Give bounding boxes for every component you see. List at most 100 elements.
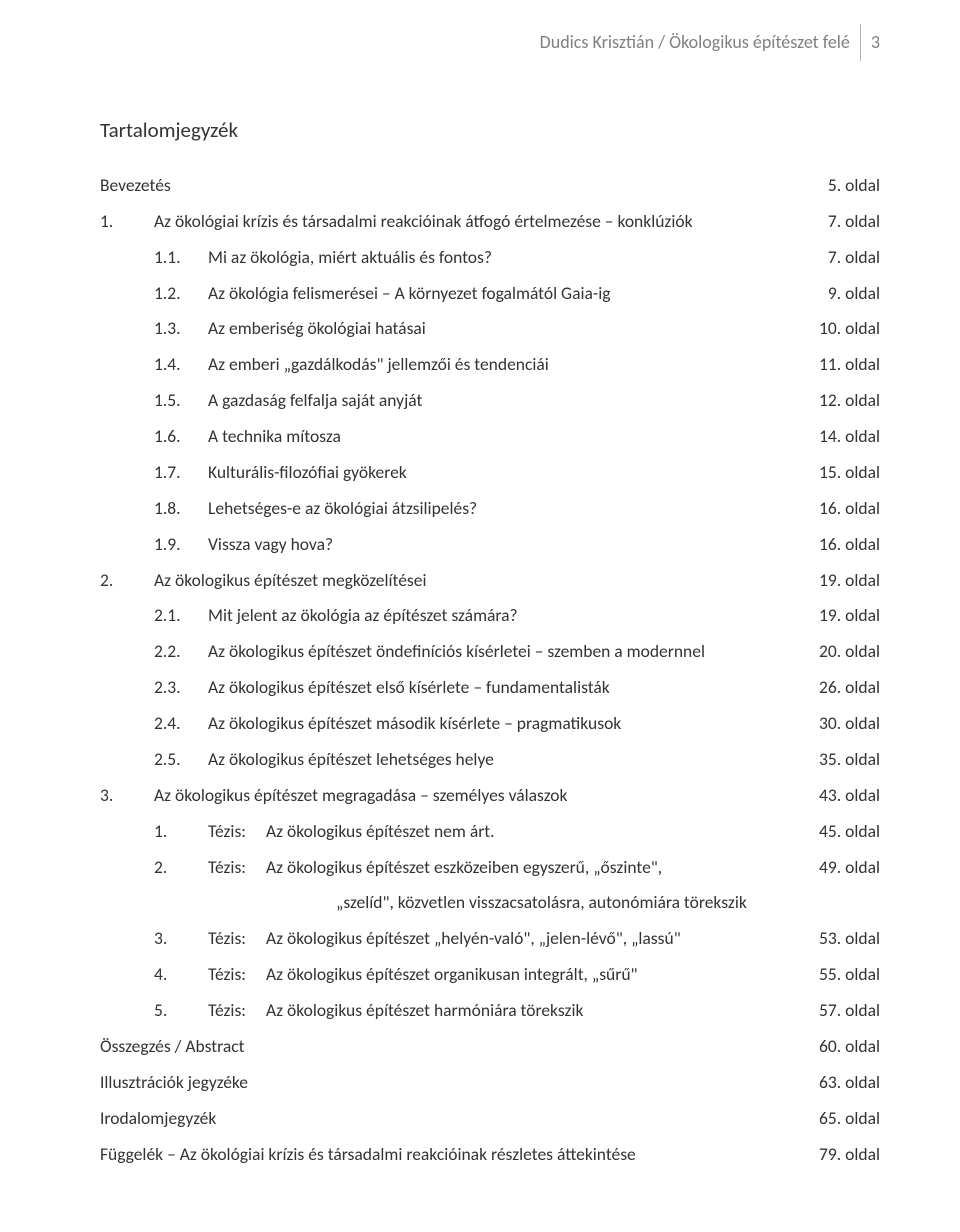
toc-row: 1.9.Vissza vagy hova?16. oldal xyxy=(100,527,880,563)
toc-entry-page: 20. oldal xyxy=(800,634,880,670)
toc-entry-page: 43. oldal xyxy=(800,778,880,814)
toc-entry-number: 1.5. xyxy=(154,383,208,419)
toc-entry-title: A technika mítosza xyxy=(208,419,800,455)
toc-entry-number: 2.5. xyxy=(154,742,208,778)
toc-entry-title: Az ökologikus építészet „helyén-való", „… xyxy=(266,921,800,957)
toc-entry-title: Az ökologikus építészet nem árt. xyxy=(266,814,800,850)
table-of-contents: Bevezetés5. oldal1.Az ökológiai krízis é… xyxy=(100,168,880,1173)
toc-entry-page: 45. oldal xyxy=(800,814,880,850)
toc-entry-title: Mi az ökológia, miért aktuális és fontos… xyxy=(208,240,800,276)
toc-entry-title: Az ökológiai krízis és társadalmi reakci… xyxy=(154,204,800,240)
toc-entry-title: Az ökologikus építészet harmóniára törek… xyxy=(266,993,800,1029)
toc-heading: Tartalomjegyzék xyxy=(100,109,880,152)
toc-entry-number: 3. xyxy=(154,921,208,957)
toc-entry-title: Mit jelent az ökológia az építészet szám… xyxy=(208,598,800,634)
toc-entry-page: 79. oldal xyxy=(800,1137,880,1173)
toc-entry-title: Lehetséges-e az ökológiai átzsilipelés? xyxy=(208,491,800,527)
toc-entry-page: 53. oldal xyxy=(800,921,880,957)
toc-row: 2.5.Az ökologikus építészet lehetséges h… xyxy=(100,742,880,778)
toc-entry-title: Az ökologikus építészet eszközeiben egys… xyxy=(266,850,800,886)
document-page: Dudics Krisztián / Ökologikus építészet … xyxy=(0,0,960,1232)
toc-entry-number: 1. xyxy=(100,204,154,240)
toc-row: 1.Az ökológiai krízis és társadalmi reak… xyxy=(100,204,880,240)
toc-tezis-label: Tézis: xyxy=(208,993,266,1029)
toc-entry-title: Illusztrációk jegyzéke xyxy=(100,1065,800,1101)
toc-entry-number: 2. xyxy=(100,563,154,599)
toc-entry-title: Az ökologikus építészet második kísérlet… xyxy=(208,706,800,742)
toc-entry-number: 2.4. xyxy=(154,706,208,742)
toc-entry-page: 55. oldal xyxy=(800,957,880,993)
toc-entry-number: 1.4. xyxy=(154,347,208,383)
toc-entry-page: 16. oldal xyxy=(800,491,880,527)
toc-row: 1.6.A technika mítosza14. oldal xyxy=(100,419,880,455)
toc-entry-number: 1.8. xyxy=(154,491,208,527)
toc-entry-page: 5. oldal xyxy=(800,168,880,204)
toc-entry-number: 1.2. xyxy=(154,276,208,312)
toc-entry-page: 49. oldal xyxy=(800,850,880,886)
toc-entry-page: 57. oldal xyxy=(800,993,880,1029)
toc-row: 2.4.Az ökologikus építészet második kísé… xyxy=(100,706,880,742)
toc-entry-title: Vissza vagy hova? xyxy=(208,527,800,563)
toc-entry-number: 3. xyxy=(100,778,154,814)
toc-entry-number: 1.1. xyxy=(154,240,208,276)
toc-row: 3.Tézis:Az ökologikus építészet „helyén-… xyxy=(100,921,880,957)
toc-entry-page: 30. oldal xyxy=(800,706,880,742)
toc-entry-page: 7. oldal xyxy=(800,240,880,276)
toc-row: 1.5.A gazdaság felfalja saját anyját12. … xyxy=(100,383,880,419)
toc-row: 2.Az ökologikus építészet megközelítései… xyxy=(100,563,880,599)
toc-entry-number: 1.9. xyxy=(154,527,208,563)
toc-row: 2.Tézis:Az ökologikus építészet eszközei… xyxy=(100,850,880,886)
toc-entry-page: 60. oldal xyxy=(800,1029,880,1065)
toc-entry-title: Az ökologikus építészet megragadása – sz… xyxy=(154,778,800,814)
toc-entry-title: Az emberiség ökológiai hatásai xyxy=(208,311,800,347)
toc-row: Bevezetés5. oldal xyxy=(100,168,880,204)
toc-entry-number: 2. xyxy=(154,850,208,886)
toc-row: 2.3.Az ökologikus építészet első kísérle… xyxy=(100,670,880,706)
toc-entry-title: Függelék – Az ökológiai krízis és társad… xyxy=(100,1137,800,1173)
toc-row: 3.Az ökologikus építészet megragadása – … xyxy=(100,778,880,814)
running-header-page-number: 3 xyxy=(860,24,880,61)
toc-entry-page: 11. oldal xyxy=(800,347,880,383)
toc-row: Illusztrációk jegyzéke63. oldal xyxy=(100,1065,880,1101)
toc-entry-title: Az ökológia felismerései – A környezet f… xyxy=(208,276,800,312)
toc-entry-page: 10. oldal xyxy=(800,311,880,347)
toc-row: 1.2.Az ökológia felismerései – A környez… xyxy=(100,276,880,312)
toc-entry-number: 4. xyxy=(154,957,208,993)
toc-row: „szelíd", közvetlen visszacsatolásra, au… xyxy=(100,885,880,921)
toc-entry-page: 65. oldal xyxy=(800,1101,880,1137)
toc-entry-page: 63. oldal xyxy=(800,1065,880,1101)
toc-entry-title: Az emberi „gazdálkodás" jellemzői és ten… xyxy=(208,347,800,383)
toc-entry-title: Az ökologikus építészet lehetséges helye xyxy=(208,742,800,778)
toc-entry-title: Irodalomjegyzék xyxy=(100,1101,800,1137)
toc-entry-page: 16. oldal xyxy=(800,527,880,563)
toc-row: 1.3.Az emberiség ökológiai hatásai10. ol… xyxy=(100,311,880,347)
toc-entry-page: 15. oldal xyxy=(800,455,880,491)
toc-row: 1.8.Lehetséges-e az ökológiai átzsilipel… xyxy=(100,491,880,527)
toc-entry-title: Az ökologikus építészet megközelítései xyxy=(154,563,800,599)
toc-entry-title: Bevezetés xyxy=(100,168,800,204)
toc-entry-title: Az ökologikus építészet öndefiníciós kís… xyxy=(208,634,800,670)
toc-entry-title: Az ökologikus építészet első kísérlete –… xyxy=(208,670,800,706)
toc-row: 1.4.Az emberi „gazdálkodás" jellemzői és… xyxy=(100,347,880,383)
toc-entry-number: 1.7. xyxy=(154,455,208,491)
toc-entry-page: 19. oldal xyxy=(800,598,880,634)
toc-entry-number: 2.2. xyxy=(154,634,208,670)
toc-entry-page: 19. oldal xyxy=(800,563,880,599)
toc-row: 2.1.Mit jelent az ökológia az építészet … xyxy=(100,598,880,634)
toc-entry-number: 2.3. xyxy=(154,670,208,706)
toc-entry-page: 35. oldal xyxy=(800,742,880,778)
toc-row: 1.7.Kulturális-filozófiai gyökerek15. ol… xyxy=(100,455,880,491)
toc-entry-page: 7. oldal xyxy=(800,204,880,240)
toc-row: Függelék – Az ökológiai krízis és társad… xyxy=(100,1137,880,1173)
toc-entry-page: 14. oldal xyxy=(800,419,880,455)
toc-tezis-label: Tézis: xyxy=(208,814,266,850)
toc-entry-title: Összegzés / Abstract xyxy=(100,1029,800,1065)
toc-entry-title: Kulturális-filozófiai gyökerek xyxy=(208,455,800,491)
toc-entry-number: 2.1. xyxy=(154,598,208,634)
toc-row: 1.Tézis:Az ökologikus építészet nem árt.… xyxy=(100,814,880,850)
toc-row: 5.Tézis:Az ökologikus építészet harmóniá… xyxy=(100,993,880,1029)
toc-entry-page: 9. oldal xyxy=(800,276,880,312)
toc-entry-title: A gazdaság felfalja saját anyját xyxy=(208,383,800,419)
toc-row: Irodalomjegyzék65. oldal xyxy=(100,1101,880,1137)
running-header-text: Dudics Krisztián / Ökologikus építészet … xyxy=(540,24,860,61)
